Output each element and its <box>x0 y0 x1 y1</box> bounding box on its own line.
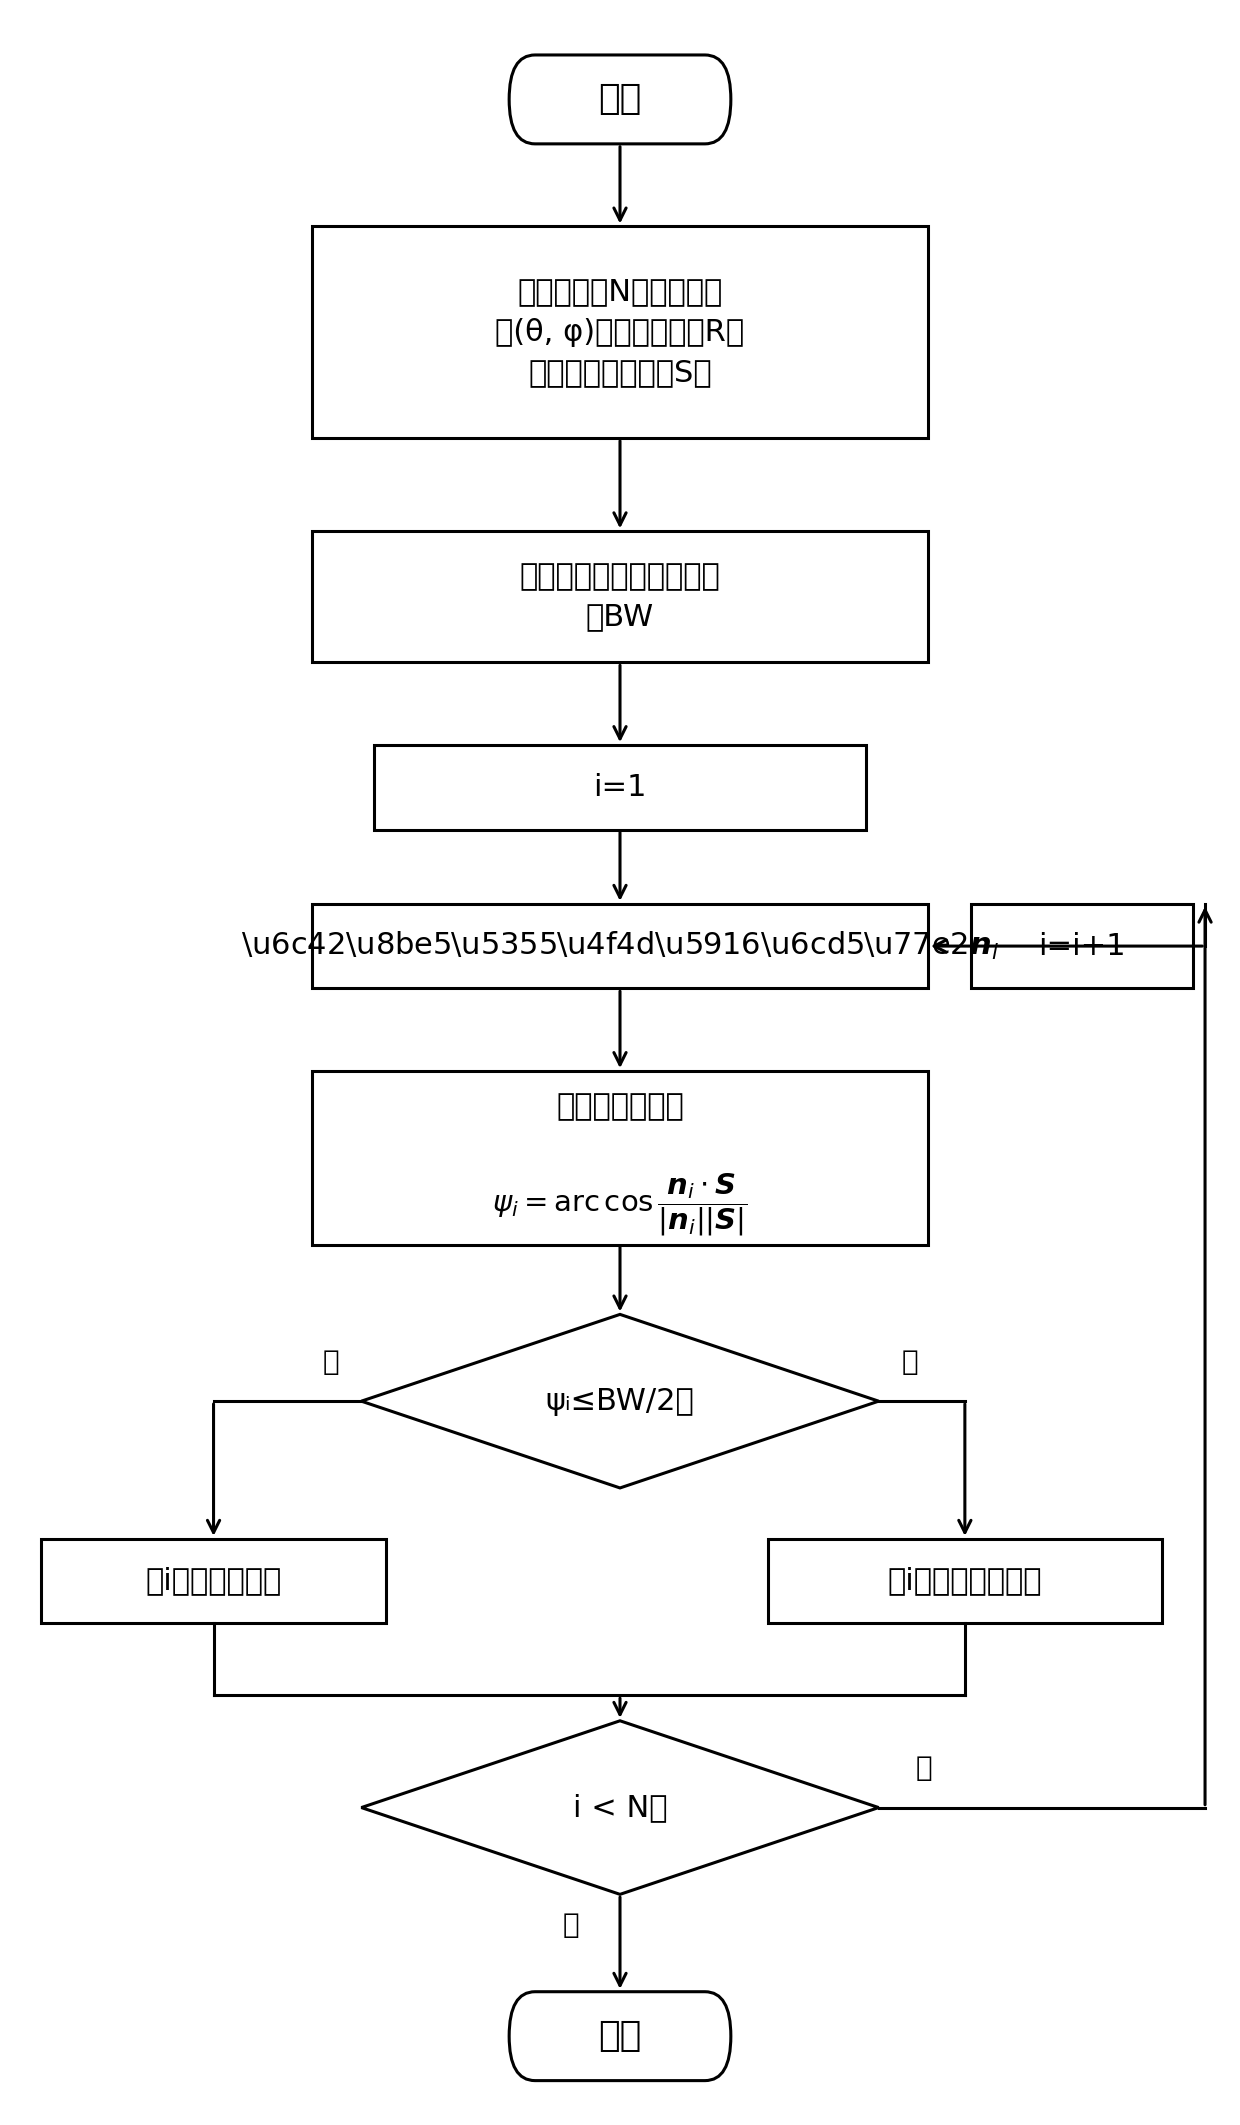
Text: 第i个单元被选中: 第i个单元被选中 <box>145 1566 281 1596</box>
Text: 是: 是 <box>322 1347 339 1375</box>
FancyBboxPatch shape <box>373 746 867 829</box>
Text: $\psi_i = \mathrm{arc\,cos}\,\dfrac{\boldsymbol{n}_i \cdot \boldsymbol{S}}{|\bol: $\psi_i = \mathrm{arc\,cos}\,\dfrac{\bol… <box>492 1171 748 1237</box>
Polygon shape <box>361 1721 879 1893</box>
FancyBboxPatch shape <box>312 903 928 988</box>
Text: 计算各天线单元: 计算各天线单元 <box>556 1092 684 1122</box>
FancyBboxPatch shape <box>510 55 730 144</box>
FancyBboxPatch shape <box>510 1991 730 2080</box>
Text: 给定单元数N，确定扫描
角(θ, φ)，选取合适的R，
确定波束指向向量S。: 给定单元数N，确定扫描 角(θ, φ)，选取合适的R， 确定波束指向向量S。 <box>496 276 744 387</box>
Text: 否: 否 <box>563 1910 579 1940</box>
FancyBboxPatch shape <box>312 1071 928 1245</box>
Text: 否: 否 <box>901 1347 918 1375</box>
FancyBboxPatch shape <box>312 531 928 663</box>
Polygon shape <box>361 1315 879 1488</box>
FancyBboxPatch shape <box>312 227 928 438</box>
Text: 开始: 开始 <box>599 83 641 117</box>
Text: 第i个单元不被选中: 第i个单元不被选中 <box>888 1566 1042 1596</box>
Text: 确定天线自由空间波束宽
度BW: 确定天线自由空间波束宽 度BW <box>520 563 720 631</box>
Text: i < N？: i < N？ <box>573 1794 667 1821</box>
Text: i=1: i=1 <box>593 774 647 801</box>
Text: i=i+1: i=i+1 <box>1038 931 1126 960</box>
Text: 是: 是 <box>915 1753 932 1783</box>
Text: 结束: 结束 <box>599 2019 641 2053</box>
Text: ψᵢ≤BW/2？: ψᵢ≤BW/2？ <box>546 1388 694 1415</box>
FancyBboxPatch shape <box>768 1538 1162 1624</box>
Text: \u6c42\u8be5\u5355\u4f4d\u5916\u6cd5\u77e2$\boldsymbol{n}_i$: \u6c42\u8be5\u5355\u4f4d\u5916\u6cd5\u77… <box>241 931 999 963</box>
FancyBboxPatch shape <box>41 1538 386 1624</box>
FancyBboxPatch shape <box>971 903 1193 988</box>
